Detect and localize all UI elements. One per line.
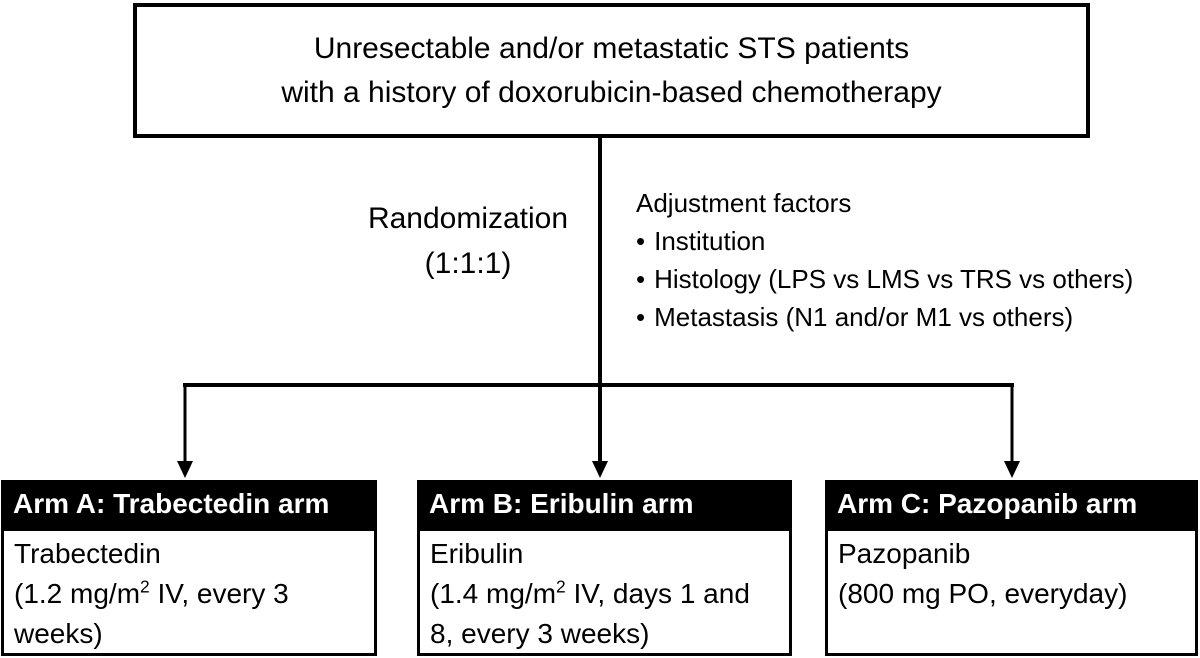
bullet-icon: • (636, 302, 646, 332)
adjustment-item-text: Institution (654, 226, 766, 256)
eligibility-line2: with a history of doxorubicin-based chem… (281, 75, 942, 109)
bullet-icon: • (636, 226, 646, 256)
arm-a-box: Arm A: Trabectedin arm Trabectedin (1.2 … (1, 480, 377, 656)
arm-b-box: Arm B: Eribulin arm Eribulin (1.4 mg/m2 … (417, 480, 792, 656)
adjustment-item-text: Histology (LPS vs LMS vs TRS vs others) (654, 264, 1134, 294)
arm-a-dose-post: IV, every 3 weeks) (14, 578, 289, 649)
adjustment-title: Adjustment factors (636, 188, 852, 218)
arm-b-dose: (1.4 mg/m2 IV, days 1 and 8, every 3 wee… (430, 574, 779, 654)
arm-a-body: Trabectedin (1.2 mg/m2 IV, every 3 weeks… (1, 528, 377, 656)
arm-c-dose-pre: (800 mg PO, everyday) (838, 578, 1128, 609)
randomization-ratio: (1:1:1) (424, 247, 512, 280)
arm-b-dose-post: IV, days 1 and 8, every 3 weeks) (430, 578, 750, 649)
superscript-2: 2 (556, 576, 566, 597)
randomization-label: Randomization (1:1:1) (338, 196, 598, 286)
randomization-text: Randomization (367, 202, 569, 235)
arm-c-drug: Pazopanib (838, 538, 971, 569)
arm-a-header: Arm A: Trabectedin arm (1, 480, 377, 528)
arm-c-box: Arm C: Pazopanib arm Pazopanib (800 mg P… (825, 480, 1198, 656)
arm-c-header: Arm C: Pazopanib arm (825, 480, 1198, 528)
right-arrowhead-icon (1004, 461, 1020, 478)
adjustment-factors: Adjustment factors • Institution • Histolo… (636, 184, 1133, 336)
arm-a-dose-pre: (1.2 mg/m (14, 578, 141, 609)
arm-b-dose-pre: (1.4 mg/m (430, 578, 557, 609)
adjustment-item-text: Metastasis (N1 and/or M1 vs others) (654, 302, 1074, 332)
adjustment-item-metastasis: • Metastasis (N1 and/or M1 vs others) (636, 298, 1133, 336)
arm-a-dose: (1.2 mg/m2 IV, every 3 weeks) (14, 574, 364, 654)
adjustment-item-histology: • Histology (LPS vs LMS vs TRS vs others) (636, 260, 1133, 298)
adjustment-item-institution: • Institution (636, 222, 1133, 260)
center-arrowhead-icon (592, 461, 608, 478)
arm-b-body: Eribulin (1.4 mg/m2 IV, days 1 and 8, ev… (417, 528, 792, 656)
bullet-icon: • (636, 264, 646, 294)
arm-c-body: Pazopanib (800 mg PO, everyday) (825, 528, 1198, 656)
arm-a-drug: Trabectedin (14, 538, 161, 569)
arm-b-header: Arm B: Eribulin arm (417, 480, 792, 528)
left-arrowhead-icon (177, 461, 193, 478)
arm-c-dose: (800 mg PO, everyday) (838, 574, 1185, 614)
arm-b-drug: Eribulin (430, 538, 524, 569)
eligibility-line1: Unresectable and/or metastatic STS patie… (313, 31, 910, 65)
eligibility-box: Unresectable and/or metastatic STS patie… (133, 3, 1090, 138)
superscript-2: 2 (140, 576, 150, 597)
